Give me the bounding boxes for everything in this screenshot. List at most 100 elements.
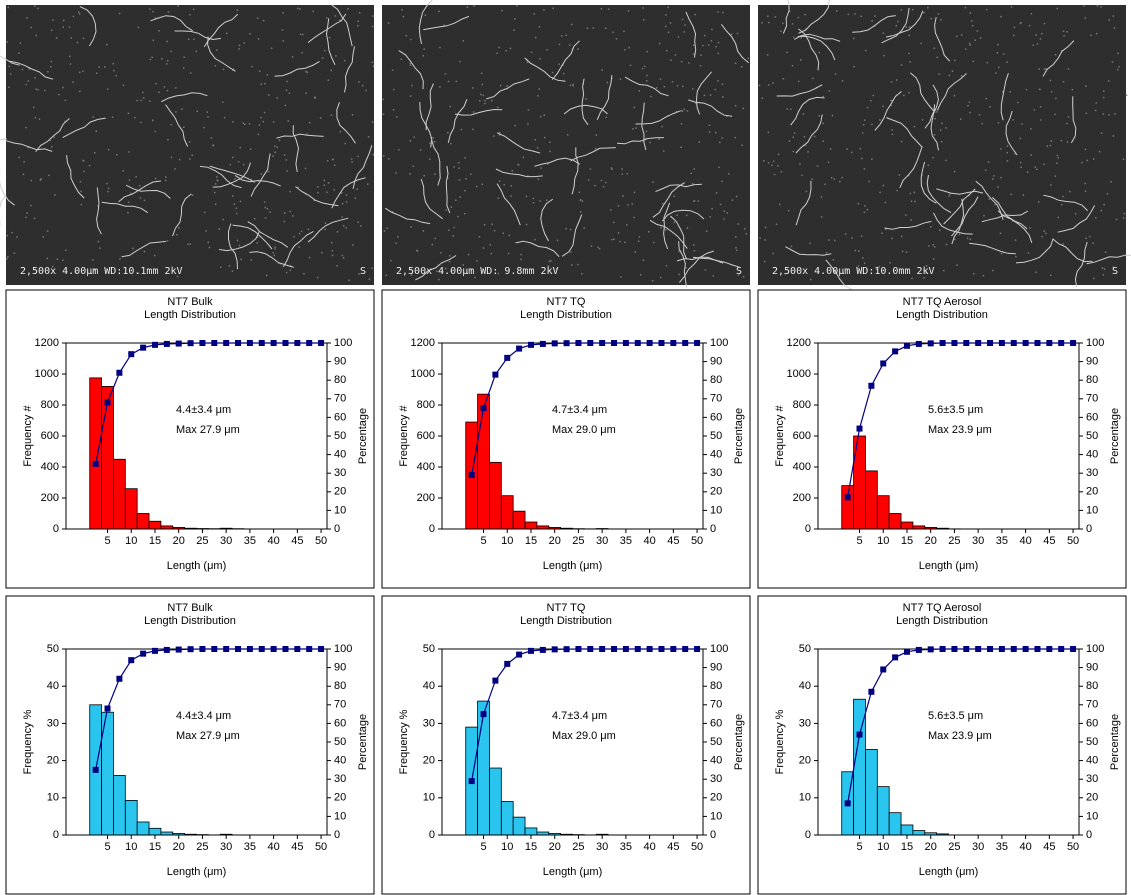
chart: NT7 BulkLength Distribution0200400600800… — [6, 290, 374, 588]
speckle — [1050, 145, 1052, 147]
y-tick-label: 1200 — [787, 337, 811, 349]
y-axis-label: Frequency % — [398, 709, 410, 774]
x-tick-label: 50 — [315, 535, 327, 547]
y-axis-label: Frequency # — [774, 405, 786, 467]
cumulative-marker — [635, 340, 641, 346]
speckle — [588, 179, 590, 181]
speckle — [514, 18, 516, 20]
speckle — [512, 170, 514, 172]
speckle — [881, 232, 883, 234]
speckle — [720, 204, 722, 206]
x-axis-label: Length (μm) — [167, 560, 227, 572]
speckle — [1116, 219, 1118, 221]
x-axis-label: Length (μm) — [919, 866, 979, 878]
speckle — [605, 27, 607, 29]
speckle — [388, 22, 390, 24]
speckle — [871, 158, 873, 160]
cumulative-marker — [868, 689, 874, 695]
speckle — [425, 14, 427, 16]
cumulative-marker — [93, 461, 99, 467]
speckle — [243, 164, 245, 166]
speckle — [183, 67, 185, 69]
cumulative-marker — [504, 661, 510, 667]
speckle — [134, 117, 136, 119]
speckle — [744, 228, 746, 230]
y2-tick-label: 50 — [1086, 736, 1098, 748]
speckle — [879, 192, 881, 194]
speckle — [398, 149, 400, 151]
y-tick-label: 1200 — [35, 337, 59, 349]
y-tick-label: 800 — [41, 399, 59, 411]
speckle — [1061, 140, 1063, 142]
speckle — [211, 137, 213, 139]
speckle — [115, 75, 117, 77]
y-tick-label: 600 — [793, 430, 811, 442]
cumulative-marker — [611, 340, 617, 346]
speckle — [346, 194, 348, 196]
cumulative-marker — [481, 405, 487, 411]
speckle — [272, 252, 274, 254]
speckle — [326, 192, 328, 194]
y2-tick-label: 40 — [710, 755, 722, 767]
speckle — [855, 250, 857, 252]
speckle — [1085, 149, 1087, 151]
speckle — [7, 256, 8, 258]
y-tick-label: 600 — [417, 430, 435, 442]
speckle — [789, 140, 791, 142]
y2-tick-label: 30 — [710, 773, 722, 785]
speckle — [332, 250, 334, 252]
speckle — [783, 78, 785, 80]
speckle — [236, 213, 238, 215]
speckle — [862, 132, 864, 134]
speckle — [571, 264, 573, 266]
speckle — [149, 101, 151, 103]
speckle — [459, 61, 461, 63]
speckle — [96, 72, 98, 74]
speckle — [949, 193, 951, 195]
x-tick-label: 20 — [173, 535, 185, 547]
speckle — [286, 159, 288, 161]
speckle — [155, 131, 157, 133]
speckle — [413, 136, 415, 138]
x-tick-label: 5 — [480, 535, 486, 547]
speckle — [347, 8, 349, 10]
speckle — [936, 111, 938, 113]
chart: NT7 TQ AerosolLength Distribution0102030… — [758, 596, 1126, 894]
speckle — [686, 215, 688, 217]
speckle — [1015, 239, 1017, 241]
bar — [489, 768, 501, 835]
speckle — [80, 181, 82, 183]
speckle — [36, 35, 38, 37]
speckle — [482, 84, 484, 86]
speckle — [973, 273, 975, 275]
speckle — [1095, 217, 1097, 219]
speckle — [552, 72, 554, 74]
speckle — [331, 70, 333, 72]
speckle — [870, 100, 872, 102]
y-tick-label: 50 — [47, 643, 59, 655]
y2-tick-label: 40 — [1086, 449, 1098, 461]
speckle — [954, 60, 956, 62]
speckle — [711, 40, 713, 42]
speckle — [546, 49, 548, 51]
y2-tick-label: 80 — [334, 680, 346, 692]
speckle — [434, 141, 436, 143]
speckle — [736, 250, 738, 252]
cumulative-marker — [857, 732, 863, 738]
speckle — [62, 260, 64, 262]
speckle — [344, 143, 346, 145]
speckle — [34, 5, 36, 7]
speckle — [665, 26, 667, 28]
speckle — [1095, 110, 1097, 112]
speckle — [167, 90, 169, 92]
speckle — [1014, 27, 1016, 29]
speckle — [910, 219, 912, 221]
speckle — [479, 100, 481, 102]
speckle — [215, 65, 217, 67]
speckle — [864, 212, 866, 214]
speckle — [596, 134, 598, 136]
speckle — [692, 88, 694, 90]
bar — [478, 394, 490, 529]
speckle — [264, 83, 266, 85]
speckle — [357, 188, 359, 190]
